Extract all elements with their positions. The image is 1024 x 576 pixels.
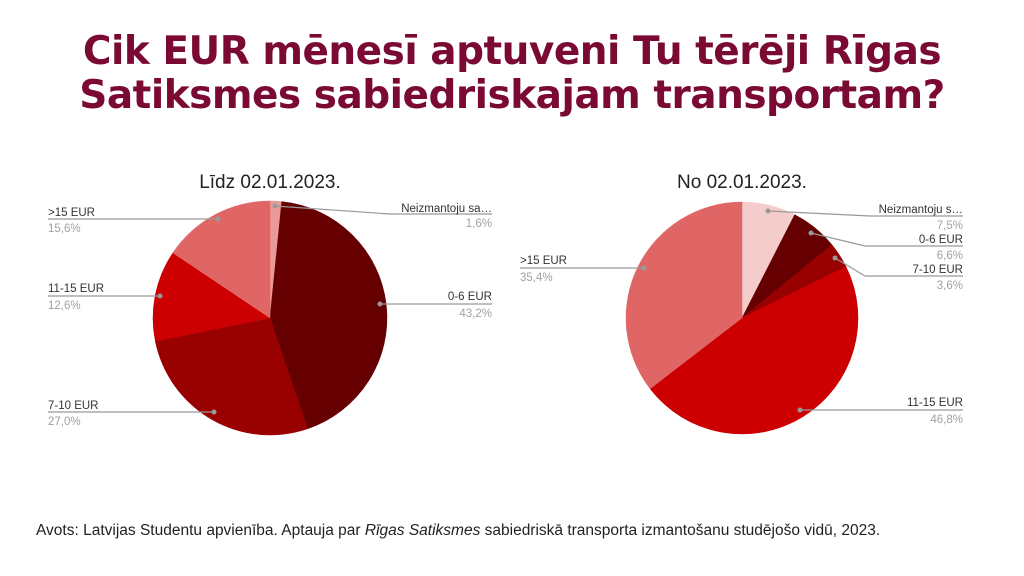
source-suffix: sabiedriskā transporta izmantošanu studē…	[480, 522, 881, 539]
slice-label: 7-10 EUR	[913, 264, 964, 276]
slice-label: 0-6 EUR	[448, 291, 492, 303]
slice-value-label: 27,0%	[48, 416, 81, 428]
slice-value-label: 12,6%	[48, 300, 81, 312]
slice-label: >15 EUR	[520, 255, 567, 267]
slide-title: Cik EUR mēnesī aptuveni Tu tērēji Rīgas …	[0, 30, 1024, 118]
leader-dot	[641, 265, 647, 271]
slice-value-label: 35,4%	[520, 272, 553, 284]
slice-value-label: 15,6%	[48, 223, 81, 235]
leader-dot	[377, 301, 383, 307]
slice-value-label: 6,6%	[937, 250, 963, 262]
leader-dot	[797, 407, 803, 413]
leader-dot	[808, 230, 814, 236]
slice-label: Neizmantoju sa…	[401, 203, 492, 215]
leader-line	[274, 205, 492, 215]
pie-slice	[269, 201, 388, 430]
source-prefix: Avots: Latvijas Studentu apvienība. Apta…	[36, 522, 365, 539]
slice-value-label: 46,8%	[930, 414, 963, 426]
leader-dot	[765, 208, 771, 214]
slice-value-label: 7,5%	[937, 220, 963, 232]
source-note: Avots: Latvijas Studentu apvienība. Apta…	[36, 520, 936, 541]
leader-line	[810, 232, 963, 247]
source-italic: Rīgas Satiksmes	[364, 522, 481, 539]
slice-value-label: 43,2%	[459, 308, 492, 320]
leader-dot	[211, 409, 217, 415]
slice-value-label: 3,6%	[937, 280, 963, 292]
slice-value-label: 1,6%	[466, 218, 492, 230]
leader-dot	[157, 293, 163, 299]
chart-title-after: No 02.01.2023.	[677, 172, 807, 193]
slice-label: >15 EUR	[48, 207, 95, 219]
leader-dot	[272, 203, 278, 209]
slice-label: 0-6 EUR	[919, 234, 963, 246]
pie-slice	[625, 201, 743, 390]
title-line-1: Cik EUR mēnesī aptuveni Tu tērēji Rīgas	[82, 29, 942, 74]
leader-dot	[215, 216, 221, 222]
slice-label: 7-10 EUR	[48, 400, 99, 412]
pie-slice	[155, 317, 308, 436]
leader-dot	[832, 255, 838, 261]
pie-slice	[172, 200, 271, 319]
pie-slice	[152, 252, 271, 342]
chart-title-before: Līdz 02.01.2023.	[199, 172, 341, 193]
title-line-2: Satiksmes sabiedriskajam transportam?	[79, 73, 945, 118]
leader-line	[767, 210, 963, 217]
slice-label: 11-15 EUR	[48, 283, 104, 295]
pie-slice	[649, 266, 859, 435]
slice-label: 11-15 EUR	[907, 397, 963, 409]
slice-label: Neizmantoju s…	[879, 204, 963, 216]
leader-line	[834, 257, 963, 277]
